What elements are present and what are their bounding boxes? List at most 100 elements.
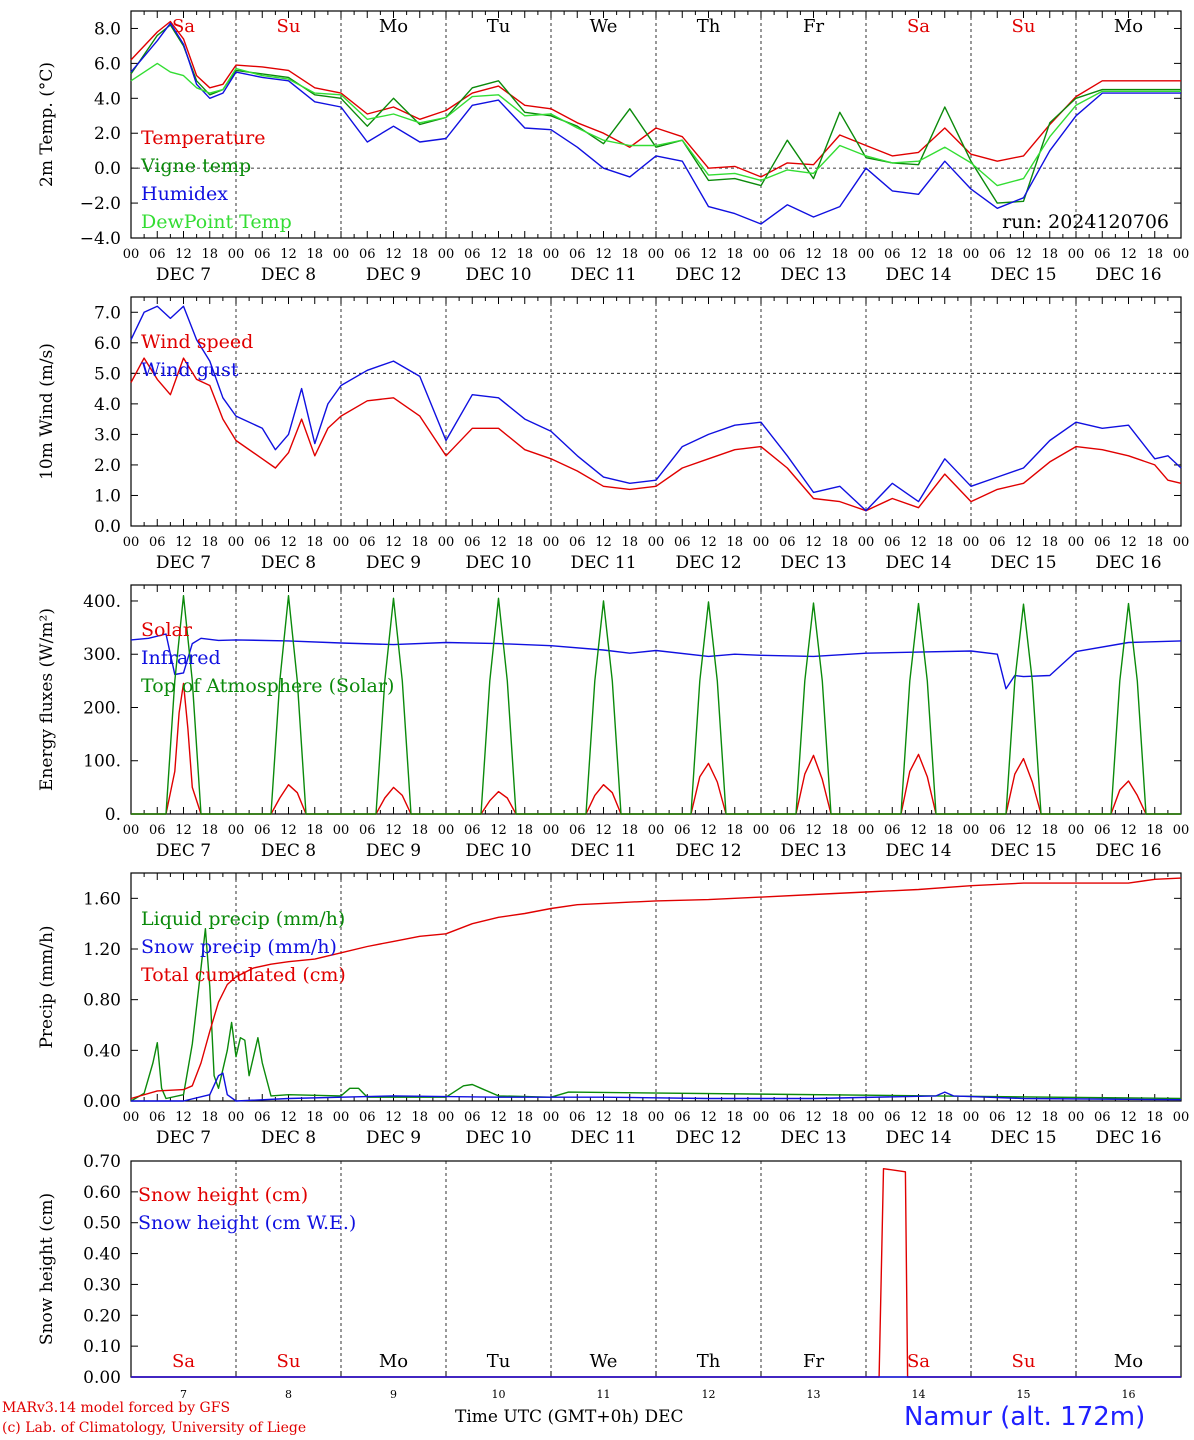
hour-tick-label: 18 bbox=[411, 1110, 428, 1125]
panel-3: 00 06 12 18 00 06 12 18 00 06 12 18 00 06 12 18 00 06 12 18… bbox=[37, 584, 1189, 861]
legend-entry: DewPoint Temp bbox=[141, 211, 292, 233]
hour-tick-label: 00 bbox=[123, 1110, 140, 1125]
series-line-2 bbox=[130, 24, 1181, 204]
hour-tick-label: 00 bbox=[963, 247, 980, 262]
series-line-1 bbox=[130, 928, 1182, 1102]
y-tick-label: 0.60 bbox=[83, 1183, 121, 1203]
date-label: DEC 9 bbox=[366, 1128, 421, 1148]
y-axis-label: Energy fluxes (W/m²) bbox=[37, 608, 57, 791]
hour-tick-label: 18 bbox=[306, 1110, 323, 1125]
date-label: DEC 13 bbox=[780, 265, 846, 285]
hour-tick-label: 00 bbox=[1068, 535, 1085, 550]
hour-tick-label: 06 bbox=[149, 1110, 166, 1125]
day-number-label: 12 bbox=[702, 1388, 716, 1401]
day-name-label: We bbox=[590, 16, 618, 37]
legend-entry: Humidex bbox=[141, 183, 228, 205]
hour-tick-label: 12 bbox=[910, 1110, 927, 1125]
hour-tick-label: 18 bbox=[726, 247, 743, 262]
hour-tick-label: 18 bbox=[621, 823, 638, 838]
legend-entry: Snow precip (mm/h) bbox=[141, 936, 337, 958]
hour-tick-label: 12 bbox=[385, 1110, 402, 1125]
date-label: DEC 9 bbox=[366, 841, 421, 861]
hour-tick-label: 00 bbox=[228, 823, 245, 838]
y-tick-label: 3.0 bbox=[94, 425, 121, 445]
day-number-label: 11 bbox=[597, 1388, 611, 1401]
panel-1: 00 06 12 18 00 06 12 18 00 06 12 18 00 06 12 18 00 06 12 18… bbox=[37, 10, 1189, 285]
hour-tick-label: 18 bbox=[1041, 823, 1058, 838]
y-tick-label: 4.0 bbox=[94, 89, 121, 109]
hour-tick-label: 18 bbox=[1041, 535, 1058, 550]
hour-tick-label: 06 bbox=[1094, 1110, 1111, 1125]
hour-tick-label: 12 bbox=[910, 247, 927, 262]
y-tick-label: 0.10 bbox=[83, 1337, 121, 1357]
hour-tick-label: 18 bbox=[831, 247, 848, 262]
date-label: DEC 16 bbox=[1095, 1128, 1161, 1148]
hour-tick-label: 06 bbox=[884, 823, 901, 838]
hour-tick-label: 18 bbox=[831, 823, 848, 838]
hour-tick-label: 18 bbox=[1146, 247, 1163, 262]
date-label: DEC 13 bbox=[780, 553, 846, 573]
station-label: Namur (alt. 172m) bbox=[904, 1402, 1146, 1432]
y-tick-label: 1.60 bbox=[83, 889, 121, 909]
hour-tick-label: 06 bbox=[359, 535, 376, 550]
day-name-label: Su bbox=[1012, 16, 1036, 37]
hour-tick-label: 00 bbox=[543, 535, 560, 550]
hour-tick-label: 00 bbox=[648, 535, 665, 550]
hour-tick-label: 18 bbox=[936, 535, 953, 550]
day-name-label: Su bbox=[277, 1351, 301, 1372]
hour-tick-label: 18 bbox=[831, 1110, 848, 1125]
day-name-label: Su bbox=[277, 16, 301, 37]
hour-tick-label: 06 bbox=[254, 823, 271, 838]
legend-entry: Vigne temp bbox=[140, 155, 251, 177]
y-tick-label: 4.0 bbox=[94, 395, 121, 415]
hour-tick-label: 00 bbox=[858, 535, 875, 550]
hour-tick-label: 00 bbox=[858, 823, 875, 838]
y-tick-label: 0.70 bbox=[83, 1152, 121, 1172]
hour-tick-label: 00 bbox=[1068, 823, 1085, 838]
day-number-label: 8 bbox=[285, 1388, 292, 1401]
hour-tick-label: 12 bbox=[1120, 823, 1137, 838]
run-label: run: 2024120706 bbox=[1002, 211, 1169, 233]
hour-tick-label: 12 bbox=[1015, 1110, 1032, 1125]
hour-tick-label: 06 bbox=[254, 535, 271, 550]
hour-tick-label: 12 bbox=[910, 823, 927, 838]
hour-tick-label: 18 bbox=[1041, 247, 1058, 262]
panel-2: 00 06 12 18 00 06 12 18 00 06 12 18 00 06 12 18 00 06 12 18… bbox=[37, 296, 1189, 573]
hour-tick-label: 06 bbox=[884, 1110, 901, 1125]
hour-tick-label: 06 bbox=[569, 247, 586, 262]
hour-tick-label: 06 bbox=[149, 535, 166, 550]
hour-tick-label: 00 bbox=[438, 535, 455, 550]
hour-tick-label: 12 bbox=[700, 535, 717, 550]
y-tick-label: 0. bbox=[105, 805, 121, 825]
hour-tick-label: 18 bbox=[936, 247, 953, 262]
hour-tick-label: 18 bbox=[306, 823, 323, 838]
panel-4: 00 06 12 18 00 06 12 18 00 06 12 18 00 06 12 18 00 06 12 18… bbox=[37, 872, 1189, 1148]
hour-tick-label: 00 bbox=[753, 247, 770, 262]
hour-tick-label: 00 bbox=[438, 247, 455, 262]
hour-tick-label: 12 bbox=[490, 247, 507, 262]
date-label: DEC 12 bbox=[675, 1128, 741, 1148]
hour-tick-label: 12 bbox=[595, 1110, 612, 1125]
date-label: DEC 14 bbox=[885, 1128, 951, 1148]
hour-tick-label: 18 bbox=[516, 247, 533, 262]
hour-tick-label: 00 bbox=[438, 823, 455, 838]
legend-entry: Liquid precip (mm/h) bbox=[141, 908, 345, 930]
hour-tick-label: 12 bbox=[910, 535, 927, 550]
y-tick-label: −2.0 bbox=[80, 194, 121, 214]
legend-entry: Top of Atmosphere (Solar) bbox=[141, 675, 394, 697]
day-number-label: 15 bbox=[1017, 1388, 1031, 1401]
day-name-label: Fr bbox=[803, 1351, 824, 1372]
series-line-3 bbox=[130, 877, 1182, 1100]
hour-tick-label: 00 bbox=[543, 247, 560, 262]
date-label: DEC 16 bbox=[1095, 553, 1161, 573]
hour-tick-label: 06 bbox=[569, 1110, 586, 1125]
hour-tick-label: 12 bbox=[175, 535, 192, 550]
hour-tick-label: 18 bbox=[516, 535, 533, 550]
x-axis-title: Time UTC (GMT+0h) DEC bbox=[455, 1407, 684, 1427]
y-tick-label: 0.0 bbox=[94, 517, 121, 537]
hour-tick-label: 00 bbox=[543, 823, 560, 838]
hour-tick-label: 18 bbox=[726, 1110, 743, 1125]
y-tick-label: 1.0 bbox=[94, 486, 121, 506]
hour-tick-label: 00 bbox=[648, 247, 665, 262]
day-name-label: Sa bbox=[907, 16, 930, 37]
